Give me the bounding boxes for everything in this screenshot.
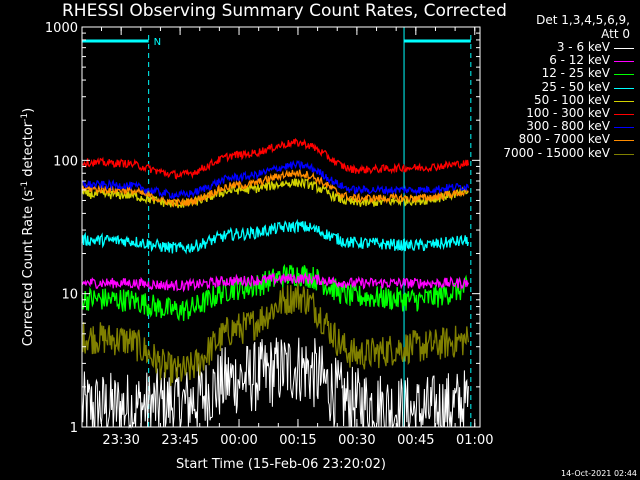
legend-entry-label: 3 - 6 keV: [556, 40, 610, 54]
y-tick-label: 1000: [45, 21, 78, 36]
series-line: [81, 137, 470, 180]
series-line: [81, 177, 469, 209]
series-line: [81, 218, 470, 255]
x-tick-label: 00:15: [279, 433, 316, 448]
series-line: [81, 159, 470, 200]
generated-timestamp: 14-Oct-2021 02:44: [561, 469, 637, 478]
legend-swatch: [614, 61, 634, 63]
legend-swatch: [614, 48, 634, 49]
legend-swatch: [614, 113, 634, 115]
legend-entry: 3 - 6 keV: [486, 40, 640, 54]
legend-entry-label: 12 - 25 keV: [541, 66, 610, 81]
series-line: [81, 169, 469, 208]
series-line: [81, 283, 470, 387]
legend-entry-label: 300 - 800 keV: [526, 119, 610, 134]
legend-swatch: [614, 74, 634, 76]
legend-swatch: [614, 100, 634, 102]
legend-entry: 7000 - 15000 keV: [486, 145, 640, 160]
legend-entry: 12 - 25 keV: [486, 67, 640, 80]
x-tick-label: 00:45: [397, 433, 434, 448]
plot-frame: [81, 26, 481, 428]
legend-entry-label: 100 - 300 keV: [526, 105, 610, 120]
legend-entry: 6 - 12 keV: [486, 53, 640, 68]
legend-entry: 25 - 50 keV: [486, 79, 640, 94]
y-tick-label: 1: [70, 421, 78, 436]
x-tick-label: 00:00: [220, 433, 257, 448]
x-tick-label: 23:45: [161, 433, 198, 448]
series-line: [81, 271, 470, 293]
y-tick-label: 10: [61, 288, 78, 303]
legend-swatch: [614, 127, 634, 129]
attenuator-label: Att 0: [601, 27, 630, 41]
detectors-label: Det 1,3,4,5,6,9,: [536, 13, 630, 27]
night-markers: N: [82, 27, 472, 427]
legend-entries: 3 - 6 keV 6 - 12 keV 12 - 25 keV 25 - 50 ke…: [486, 40, 640, 160]
legend-entry-label: 25 - 50 keV: [541, 79, 610, 94]
legend-entry-label: 7000 - 15000 keV: [503, 145, 610, 160]
legend-entry: 100 - 300 keV: [486, 105, 640, 120]
legend-swatch: [614, 140, 634, 142]
legend-entry-label: 6 - 12 keV: [549, 53, 610, 68]
legend-swatch: [614, 87, 634, 89]
x-tick-label: 23:30: [102, 433, 139, 448]
chart-title: RHESSI Observing Summary Count Rates, Co…: [62, 1, 507, 21]
x-axis-label: Start Time (15-Feb-06 23:20:02): [176, 457, 386, 472]
night-flag-label: N: [154, 37, 161, 48]
legend-entry: 300 - 800 keV: [486, 119, 640, 134]
y-tick-label: 100: [53, 154, 78, 169]
axes: 1 10 100 1000 23:30 23:45 00:00 00:15 00:30 00:45…: [45, 21, 494, 448]
series-line: [81, 263, 469, 322]
x-tick-label: 01:00: [456, 433, 493, 448]
legend-entry: 50 - 100 keV: [486, 92, 640, 107]
series-lines: [81, 137, 470, 429]
legend-entry-label: 800 - 7000 keV: [518, 132, 610, 147]
legend-entry-label: 50 - 100 keV: [533, 92, 610, 107]
legend-entry: 800 - 7000 keV: [486, 133, 640, 146]
legend-swatch: [614, 153, 634, 155]
legend: Det 1,3,4,5,6,9, Att 0 3 - 6 keV 6 - 12 k…: [486, 13, 640, 160]
x-tick-label: 00:30: [338, 433, 375, 448]
y-axis-label: Corrected Count Rate (s-1 detector-1): [20, 108, 36, 346]
